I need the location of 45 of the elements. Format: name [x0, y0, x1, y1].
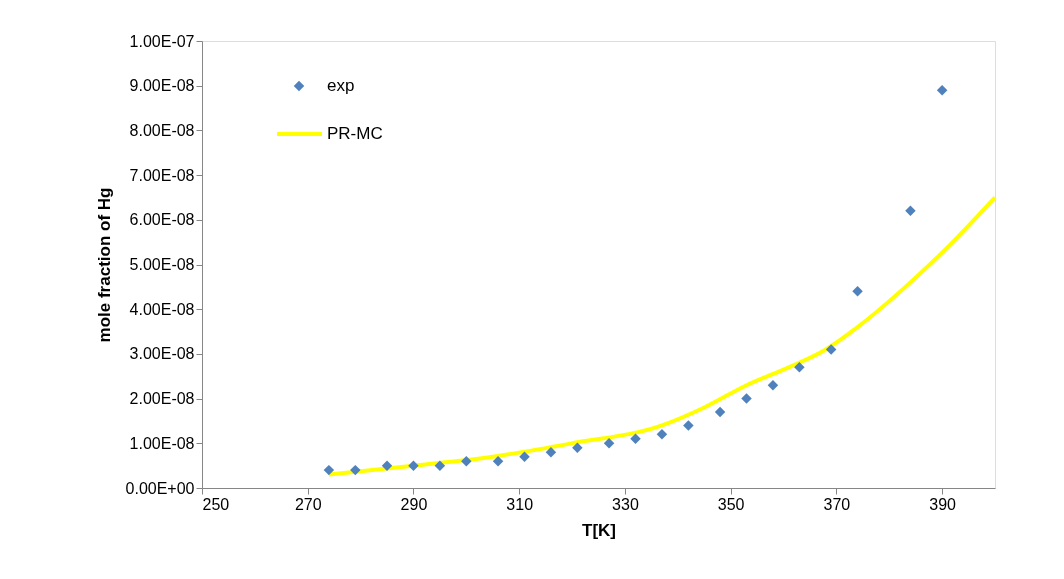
- point: [545, 447, 557, 458]
- y-tick-label: 5.00E-08: [129, 256, 195, 273]
- x-tick-label: 370: [823, 495, 851, 513]
- y-tick-label: 2.00E-08: [129, 390, 195, 408]
- point: [683, 420, 694, 431]
- y-tick-label: 3.00E-08: [129, 345, 195, 363]
- legend-label: PR-MC: [327, 124, 383, 143]
- y-tick-label: 7.00E-08: [129, 166, 195, 184]
- y-tick-label: 1.00E-08: [129, 434, 195, 452]
- point: [794, 362, 805, 373]
- point: [408, 460, 419, 471]
- y-tick-label: 8.00E-08: [129, 121, 195, 139]
- x-tick-label: 290: [400, 495, 428, 513]
- point: [714, 406, 726, 418]
- point: [825, 344, 837, 355]
- point: [492, 455, 504, 467]
- point: [741, 393, 752, 404]
- point: [656, 429, 668, 440]
- point: [767, 379, 779, 391]
- x-tick-label: 330: [612, 495, 639, 513]
- y-axis-title: mole fraction of Hg: [94, 187, 114, 343]
- point: [603, 438, 615, 449]
- point: [381, 460, 393, 471]
- point: [630, 433, 641, 445]
- point: [519, 451, 530, 462]
- x-tick-label: 390: [929, 495, 957, 513]
- point: [936, 84, 948, 96]
- point: [323, 464, 335, 476]
- y-tick-label: 4.00E-08: [129, 300, 195, 318]
- y-tick-label: 1.00E-07: [129, 32, 195, 50]
- x-tick-label: 250: [202, 495, 230, 513]
- x-axis-title: T[K]: [582, 520, 616, 540]
- y-tick-label: 9.00E-08: [129, 77, 195, 95]
- x-tick-label: 270: [294, 495, 322, 513]
- y-tick-label: 0.00E+00: [125, 479, 195, 497]
- point: [350, 464, 361, 476]
- x-tick-label: 350: [717, 495, 745, 513]
- point: [572, 442, 583, 454]
- point: [852, 286, 863, 297]
- x-tick-label: 310: [506, 495, 534, 513]
- point: [905, 205, 916, 217]
- legend-label: exp: [327, 76, 355, 95]
- point: [461, 455, 472, 467]
- point: [434, 460, 446, 471]
- y-tick-label: 6.00E-08: [129, 211, 195, 229]
